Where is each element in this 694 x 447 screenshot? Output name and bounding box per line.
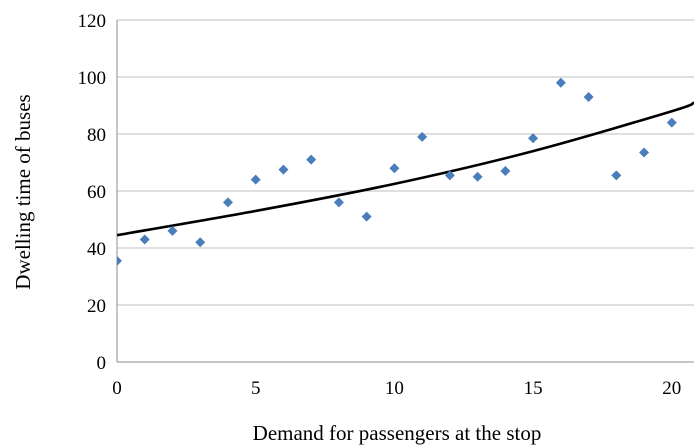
y-tick-label: 20 xyxy=(87,296,106,317)
data-point xyxy=(333,197,344,208)
x-tick-labels: 0 5 10 15 20 xyxy=(112,378,681,399)
data-point xyxy=(195,237,206,248)
data-point xyxy=(417,131,428,142)
data-point xyxy=(250,174,261,185)
data-point xyxy=(444,170,455,181)
gridlines xyxy=(117,19,694,306)
data-point xyxy=(611,170,622,181)
x-tick-label: 5 xyxy=(251,378,261,399)
data-point xyxy=(167,225,178,236)
y-tick-label: 0 xyxy=(97,353,107,374)
y-tick-labels: 0 20 40 60 80 100 120 xyxy=(78,11,107,374)
data-point xyxy=(117,255,122,266)
x-axis-title: Demand for passengers at the stop xyxy=(253,421,542,445)
data-point xyxy=(278,164,289,175)
data-point xyxy=(500,166,511,177)
x-tick-label: 10 xyxy=(385,378,404,399)
data-point xyxy=(666,117,677,128)
trendline xyxy=(117,101,694,237)
data-point xyxy=(555,77,566,88)
data-point xyxy=(583,91,594,102)
data-point xyxy=(361,211,372,222)
data-point xyxy=(139,234,150,245)
data-points xyxy=(117,77,677,266)
data-point xyxy=(306,154,317,165)
x-tick-label: 20 xyxy=(662,378,681,399)
y-tick-label: 80 xyxy=(87,125,106,146)
y-tick-label: 120 xyxy=(78,11,107,32)
y-tick-label: 100 xyxy=(78,68,107,89)
y-tick-label: 60 xyxy=(87,182,106,203)
data-point xyxy=(472,171,483,182)
x-tick-label: 15 xyxy=(524,378,543,399)
x-tick-label: 0 xyxy=(112,378,122,399)
data-point xyxy=(222,197,233,208)
data-point xyxy=(528,133,539,144)
trendline-group xyxy=(117,101,694,237)
axes xyxy=(116,20,694,363)
data-point xyxy=(389,163,400,174)
data-point xyxy=(639,147,650,158)
y-axis-title: Dwelling time of buses xyxy=(11,94,35,289)
y-tick-label: 40 xyxy=(87,239,106,260)
